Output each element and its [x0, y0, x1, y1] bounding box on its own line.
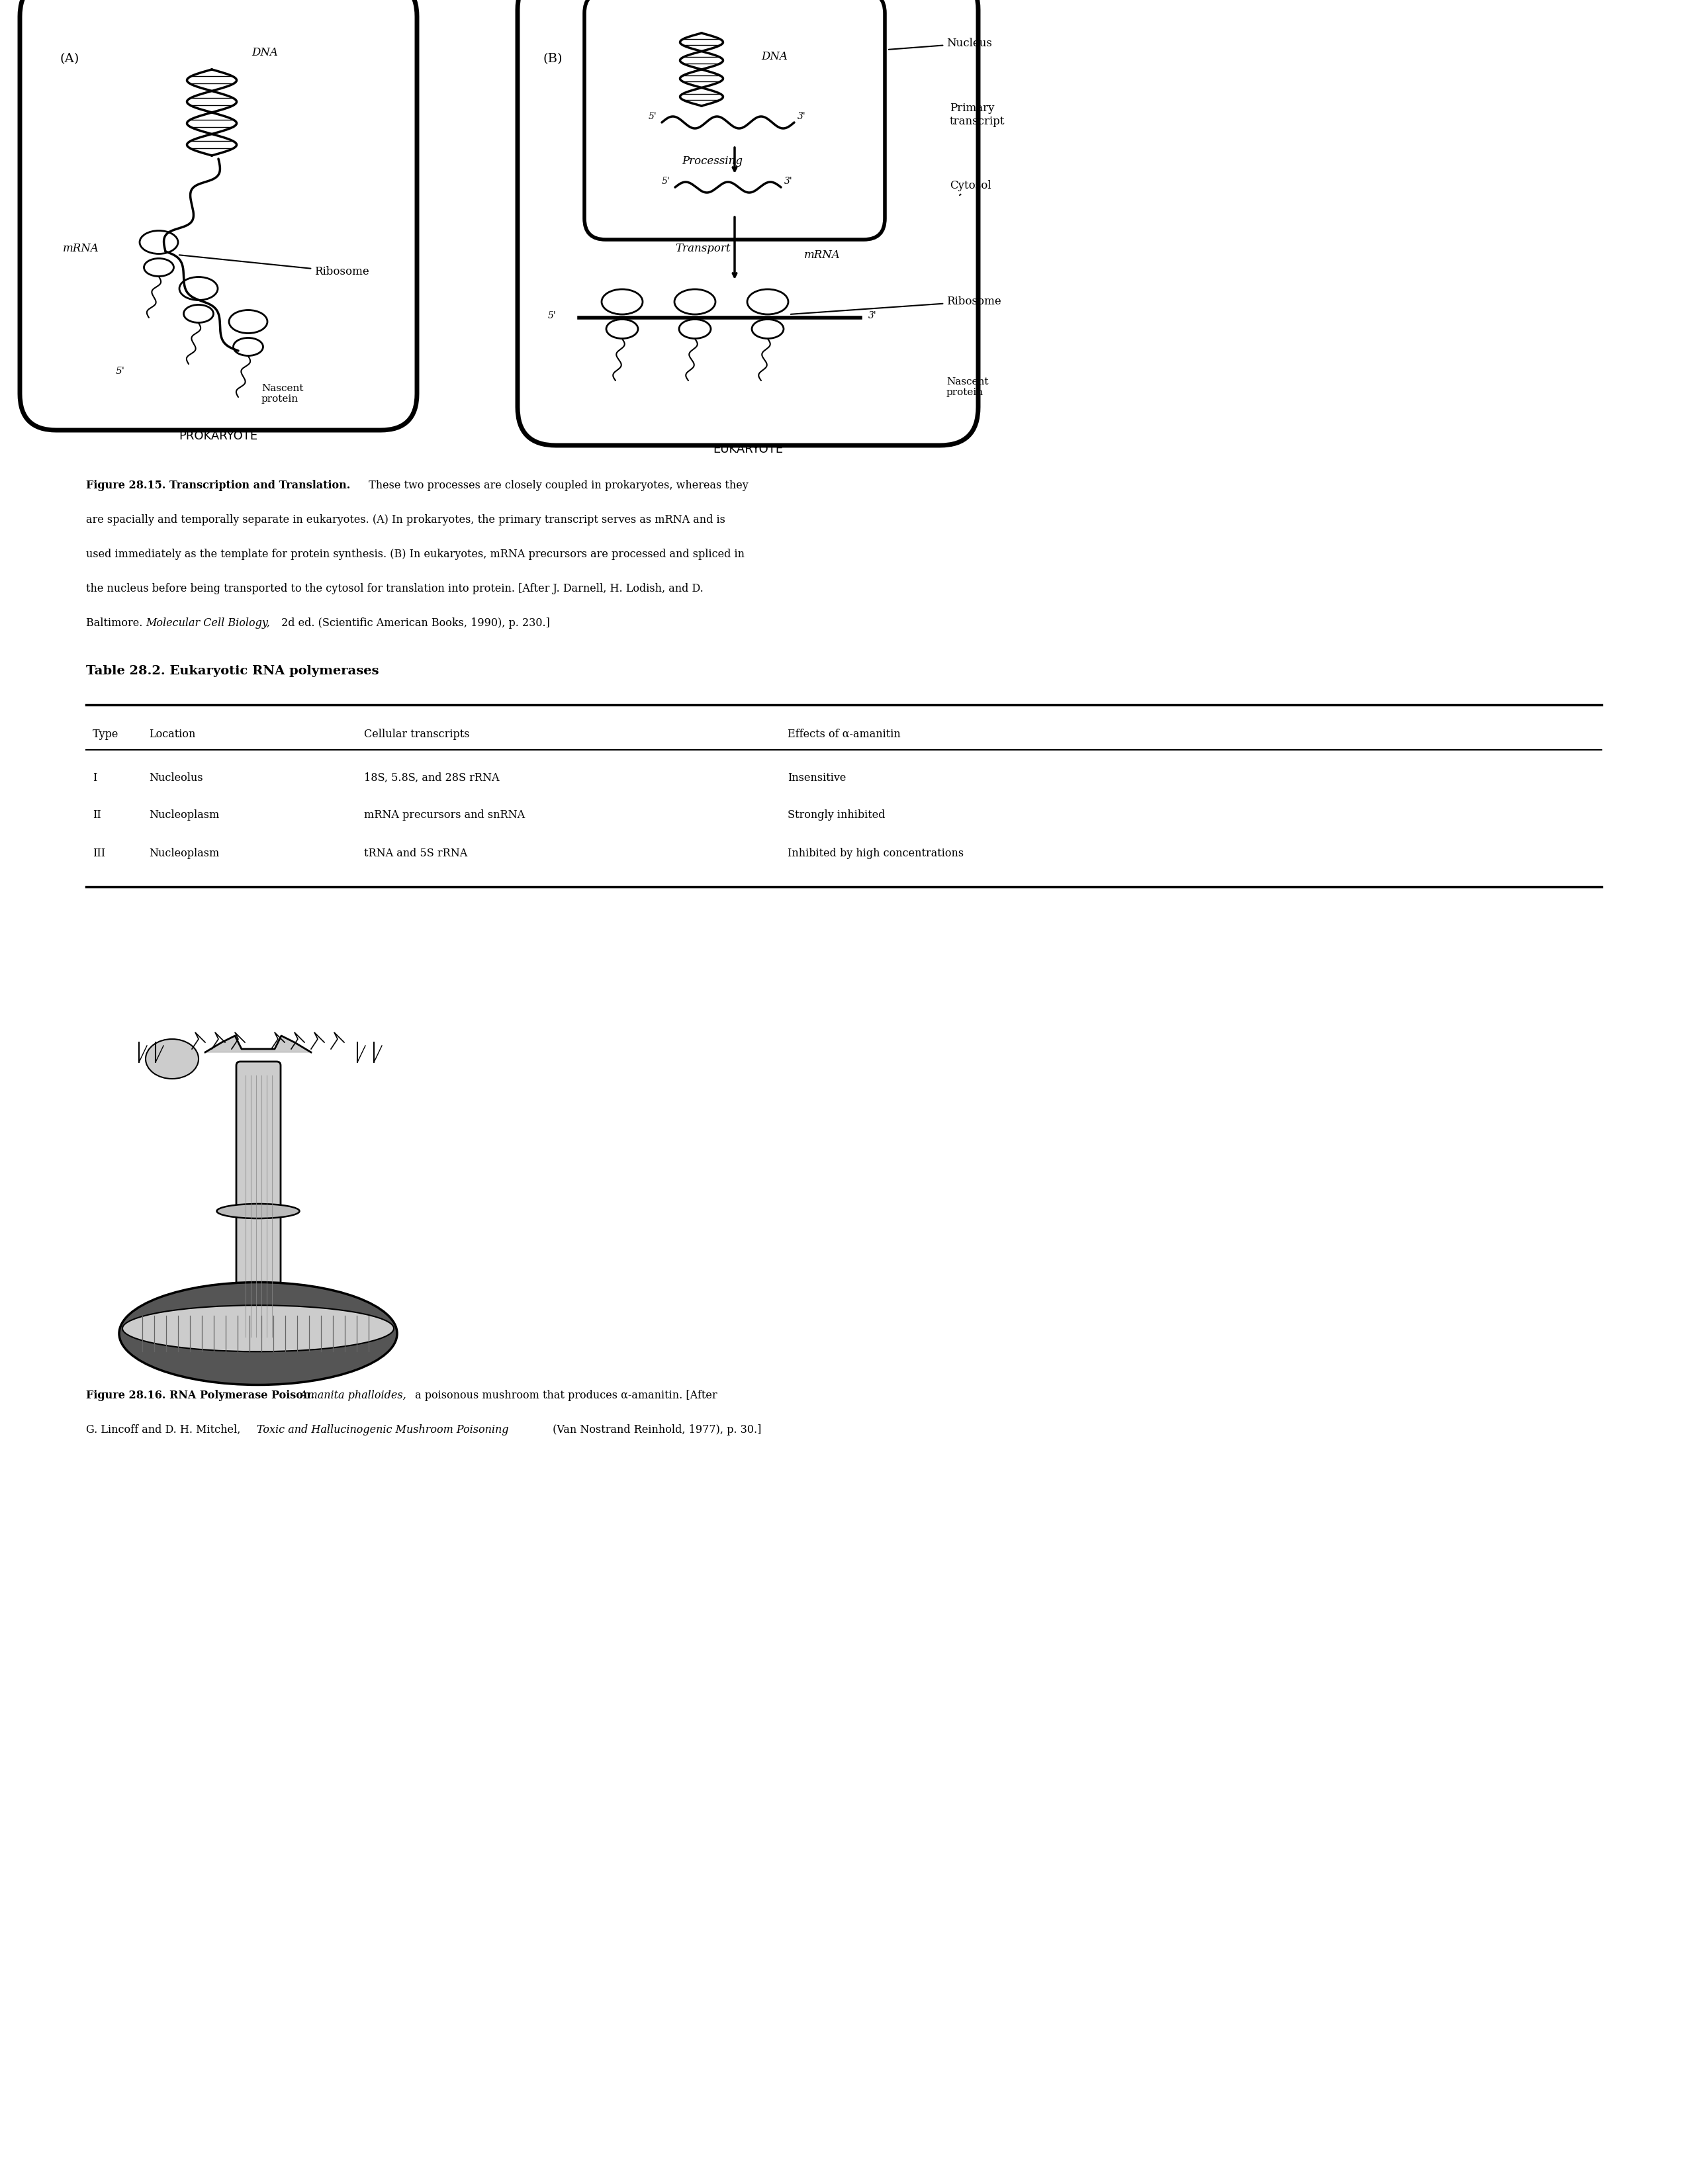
Text: I: I — [93, 771, 96, 784]
Text: Strongly inhibited: Strongly inhibited — [787, 810, 885, 821]
Text: Transport: Transport — [676, 242, 730, 253]
Text: 2d ed. (Scientific American Books, 1990), p. 230.]: 2d ed. (Scientific American Books, 1990)… — [279, 618, 551, 629]
Ellipse shape — [230, 310, 267, 334]
Ellipse shape — [145, 1040, 199, 1079]
Text: used immediately as the template for protein synthesis. (B) In eukaryotes, mRNA : used immediately as the template for pro… — [86, 548, 745, 559]
Text: 18S, 5.8S, and 28S rRNA: 18S, 5.8S, and 28S rRNA — [365, 771, 500, 784]
Text: Nucleus: Nucleus — [888, 37, 991, 50]
Text: Nucleolus: Nucleolus — [149, 771, 203, 784]
Text: Table 28.2. Eukaryotic RNA polymerases: Table 28.2. Eukaryotic RNA polymerases — [86, 666, 378, 677]
Text: DNA: DNA — [252, 48, 279, 59]
Text: (Van Nostrand Reinhold, 1977), p. 30.]: (Van Nostrand Reinhold, 1977), p. 30.] — [549, 1424, 762, 1435]
Text: (A): (A) — [59, 52, 79, 66]
Text: Ribosome: Ribosome — [790, 295, 1002, 314]
Text: Nucleoplasm: Nucleoplasm — [149, 810, 220, 821]
Text: (B): (B) — [542, 52, 562, 66]
Text: the nucleus before being transported to the cytosol for translation into protein: the nucleus before being transported to … — [86, 583, 703, 594]
Text: mRNA: mRNA — [804, 249, 841, 260]
Text: Processing: Processing — [682, 155, 743, 166]
Text: a poisonous mushroom that produces α-amanitin. [After: a poisonous mushroom that produces α-ama… — [412, 1389, 718, 1402]
Text: Insensitive: Insensitive — [787, 771, 846, 784]
Text: 3': 3' — [868, 310, 877, 321]
Ellipse shape — [601, 288, 642, 314]
Text: Figure 28.16. RNA Polymerase Poison.: Figure 28.16. RNA Polymerase Poison. — [86, 1389, 314, 1402]
Text: PROKARYOTE: PROKARYOTE — [179, 430, 258, 441]
Text: Effects of α-amanitin: Effects of α-amanitin — [787, 727, 900, 740]
Text: are spacially and temporally separate in eukaryotes. (A) In prokaryotes, the pri: are spacially and temporally separate in… — [86, 513, 725, 526]
Text: Nascent
protein: Nascent protein — [262, 384, 304, 404]
Text: G. Lincoff and D. H. Mitchel,: G. Lincoff and D. H. Mitchel, — [86, 1424, 243, 1435]
Text: 5': 5' — [117, 367, 125, 376]
Text: tRNA and 5S rRNA: tRNA and 5S rRNA — [365, 847, 468, 858]
Text: 5': 5' — [662, 177, 671, 186]
FancyBboxPatch shape — [236, 1061, 280, 1348]
FancyBboxPatch shape — [20, 0, 417, 430]
Text: These two processes are closely coupled in prokaryotes, whereas they: These two processes are closely coupled … — [365, 480, 748, 491]
Text: III: III — [93, 847, 105, 858]
Text: Amanita phalloides,: Amanita phalloides, — [297, 1389, 405, 1402]
Text: Inhibited by high concentrations: Inhibited by high concentrations — [787, 847, 964, 858]
Ellipse shape — [606, 319, 638, 339]
Ellipse shape — [140, 232, 177, 253]
Text: mRNA precursors and snRNA: mRNA precursors and snRNA — [365, 810, 525, 821]
Text: Cytosol: Cytosol — [949, 179, 991, 194]
Text: II: II — [93, 810, 101, 821]
Ellipse shape — [216, 1203, 299, 1219]
FancyBboxPatch shape — [584, 0, 885, 240]
Ellipse shape — [122, 1306, 394, 1352]
Text: mRNA: mRNA — [62, 242, 100, 253]
Text: Cellular transcripts: Cellular transcripts — [365, 727, 470, 740]
Text: DNA: DNA — [762, 50, 787, 61]
Text: Location: Location — [149, 727, 196, 740]
Ellipse shape — [179, 277, 218, 299]
Ellipse shape — [120, 1282, 397, 1385]
FancyBboxPatch shape — [517, 0, 978, 446]
Text: Nascent
protein: Nascent protein — [946, 378, 988, 397]
Ellipse shape — [752, 319, 784, 339]
Text: Toxic and Hallucinogenic Mushroom Poisoning: Toxic and Hallucinogenic Mushroom Poison… — [257, 1424, 508, 1435]
Ellipse shape — [144, 258, 174, 277]
Text: Molecular Cell Biology,: Molecular Cell Biology, — [145, 618, 270, 629]
Ellipse shape — [679, 319, 711, 339]
Text: 3': 3' — [784, 177, 792, 186]
Ellipse shape — [184, 306, 213, 323]
Ellipse shape — [674, 288, 716, 314]
Polygon shape — [204, 1035, 311, 1053]
Text: Figure 28.15. Transcription and Translation.: Figure 28.15. Transcription and Translat… — [86, 480, 350, 491]
Ellipse shape — [747, 288, 789, 314]
Text: 5': 5' — [649, 111, 657, 120]
Text: Baltimore.: Baltimore. — [86, 618, 145, 629]
Text: Type: Type — [93, 727, 118, 740]
Ellipse shape — [233, 339, 263, 356]
Text: Nucleoplasm: Nucleoplasm — [149, 847, 220, 858]
Text: Primary
transcript: Primary transcript — [949, 103, 1005, 127]
Text: EUKARYOTE: EUKARYOTE — [713, 443, 784, 454]
Text: Ribosome: Ribosome — [179, 256, 370, 277]
Text: 5': 5' — [547, 310, 556, 321]
Text: 3': 3' — [797, 111, 806, 120]
